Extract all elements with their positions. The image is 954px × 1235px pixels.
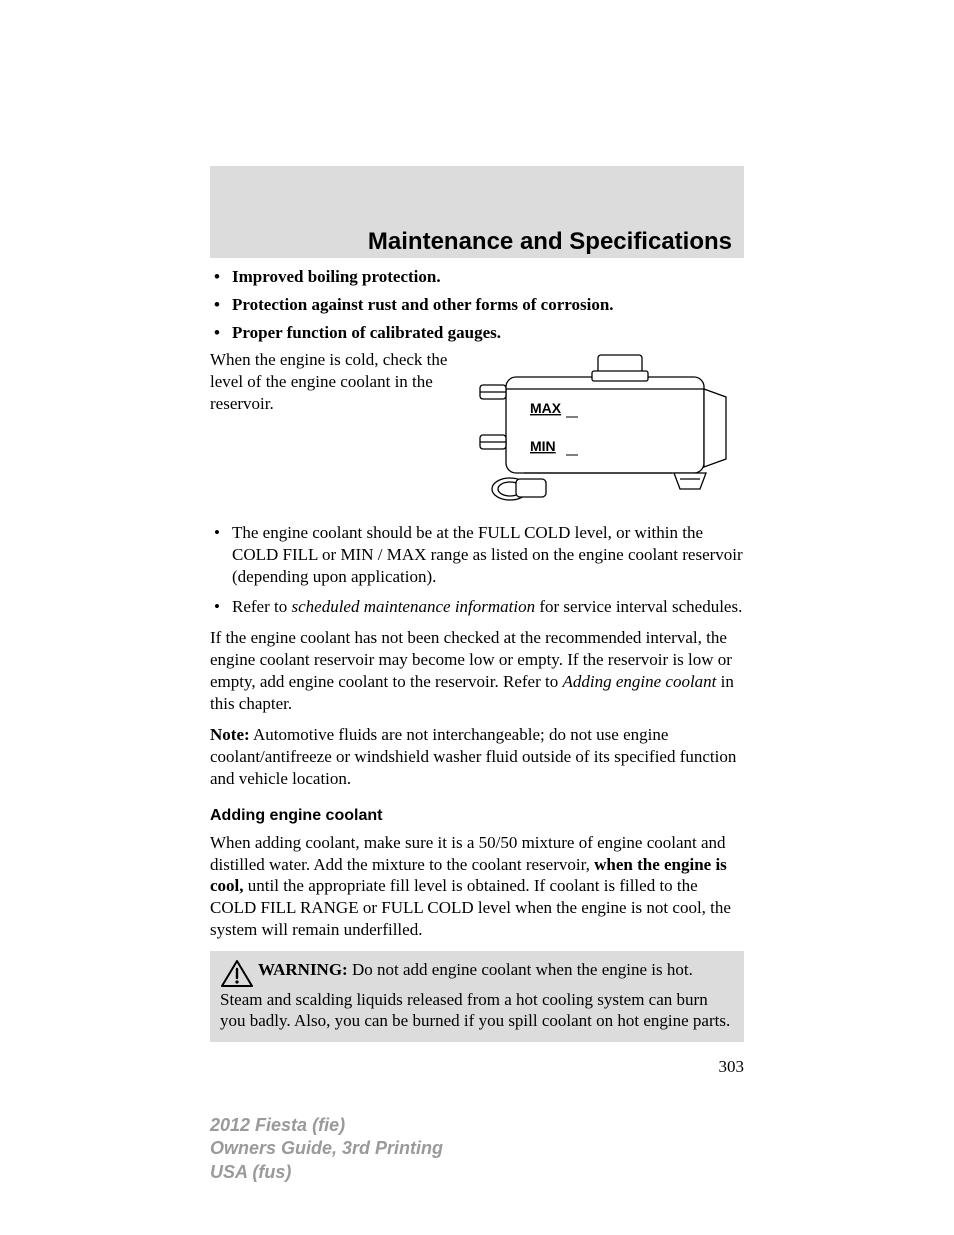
note-text: Automotive fluids are not interchangeabl… [210, 725, 736, 788]
footer-model-year: 2012 Fiesta [210, 1115, 312, 1135]
bold-bullet-item: Improved boiling protection. [210, 266, 744, 288]
low-reservoir-paragraph: If the engine coolant has not been check… [210, 627, 744, 714]
regular-bullet-list: The engine coolant should be at the FULL… [210, 522, 744, 617]
regular-bullet-item: Refer to scheduled maintenance informati… [210, 596, 744, 618]
adding-coolant-heading: Adding engine coolant [210, 806, 744, 826]
svg-text:MAX: MAX [530, 400, 562, 416]
para-text-italic: Adding engine coolant [562, 672, 716, 691]
page-content: Improved boiling protection. Protection … [210, 266, 744, 1078]
regular-bullet-item: The engine coolant should be at the FULL… [210, 522, 744, 587]
bold-bullet-item: Protection against rust and other forms … [210, 294, 744, 316]
footer-line-1: 2012 Fiesta (fie) [210, 1114, 744, 1137]
coolant-check-row: When the engine is cold, check the level… [210, 349, 744, 514]
footer-region-code: (fus) [252, 1162, 291, 1182]
bullet-text-pre: Refer to [232, 597, 291, 616]
warning-box: WARNING: Do not add engine coolant when … [210, 951, 744, 1043]
footer-model-code: (fie) [312, 1115, 345, 1135]
bullet-text-post: for service interval schedules. [535, 597, 742, 616]
note-label: Note: [210, 725, 250, 744]
footer-block: 2012 Fiesta (fie) Owners Guide, 3rd Prin… [210, 1114, 744, 1184]
bold-bullet-item: Proper function of calibrated gauges. [210, 322, 744, 344]
note-paragraph: Note: Automotive fluids are not intercha… [210, 724, 744, 789]
page-number: 303 [210, 1056, 744, 1078]
bullet-text-italic: scheduled maintenance information [291, 597, 535, 616]
footer-line-3: USA (fus) [210, 1161, 744, 1184]
svg-text:MIN: MIN [530, 438, 556, 454]
warning-label: WARNING: [258, 960, 348, 979]
section-title: Maintenance and Specifications [210, 228, 744, 256]
adding-post: until the appropriate fill level is obta… [210, 876, 731, 939]
warning-triangle-icon [220, 959, 254, 989]
coolant-reservoir-diagram: MAX MIN [474, 349, 744, 514]
bold-bullet-list: Improved boiling protection. Protection … [210, 266, 744, 343]
coolant-check-text: When the engine is cold, check the level… [210, 349, 466, 414]
footer-region: USA [210, 1162, 252, 1182]
page: Maintenance and Specifications Improved … [0, 0, 954, 1235]
adding-coolant-paragraph: When adding coolant, make sure it is a 5… [210, 832, 744, 941]
footer-line-2: Owners Guide, 3rd Printing [210, 1137, 744, 1160]
